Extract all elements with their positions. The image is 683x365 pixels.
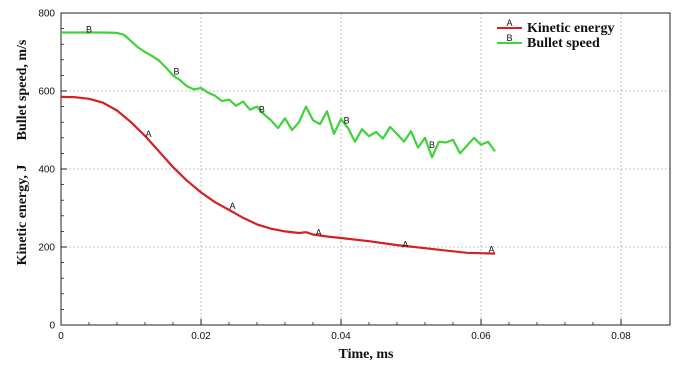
series-marker-kinetic-energy: A: [488, 245, 494, 255]
series-marker-bullet-speed: B: [429, 140, 435, 150]
legend-label-kinetic-energy: Kinetic energy: [527, 21, 614, 36]
series-line-bullet-speed: [61, 31, 496, 159]
legend-marker-kinetic-energy: A: [506, 18, 512, 28]
series-marker-kinetic-energy: A: [229, 201, 235, 211]
series-marker-bullet-speed: B: [344, 116, 350, 126]
x-tick-label: 0.04: [331, 331, 351, 342]
x-tick-label: 0.02: [191, 331, 211, 342]
y-axis-title-energy: Kinetic energy, J: [15, 165, 30, 266]
series-marker-kinetic-energy: A: [145, 129, 151, 139]
legend: A Kinetic energy B Bullet speed: [497, 18, 614, 51]
series-marker-bullet-speed: B: [173, 67, 179, 77]
series-marker-kinetic-energy: A: [316, 228, 322, 238]
x-axis-title: Time, ms: [339, 347, 395, 362]
legend-marker-bullet-speed: B: [506, 33, 512, 43]
series-marker-bullet-speed: B: [86, 24, 92, 34]
y-tick-label: 600: [38, 87, 55, 98]
series-markers: A A A A A B B B B B: [86, 24, 495, 254]
x-tick-label: 0.08: [611, 331, 631, 342]
series-line-kinetic-energy: [60, 95, 496, 255]
series-marker-kinetic-energy: A: [402, 239, 408, 249]
y-tick-label: 400: [38, 165, 55, 176]
series-marker-bullet-speed: B: [259, 104, 265, 114]
series-lines: [60, 31, 496, 255]
grid: [61, 13, 670, 325]
y-axis-title-speed: Bullet speed, m/s: [15, 39, 30, 140]
ticks: 0 0.02 0.04 0.06 0.08 0 200 400 600 800: [38, 9, 631, 343]
x-tick-label: 0.06: [471, 331, 491, 342]
y-tick-label: 0: [49, 321, 55, 332]
legend-label-bullet-speed: Bullet speed: [527, 36, 600, 51]
y-tick-label: 800: [38, 9, 55, 20]
x-tick-label: 0: [58, 331, 64, 342]
y-tick-label: 200: [38, 243, 55, 254]
